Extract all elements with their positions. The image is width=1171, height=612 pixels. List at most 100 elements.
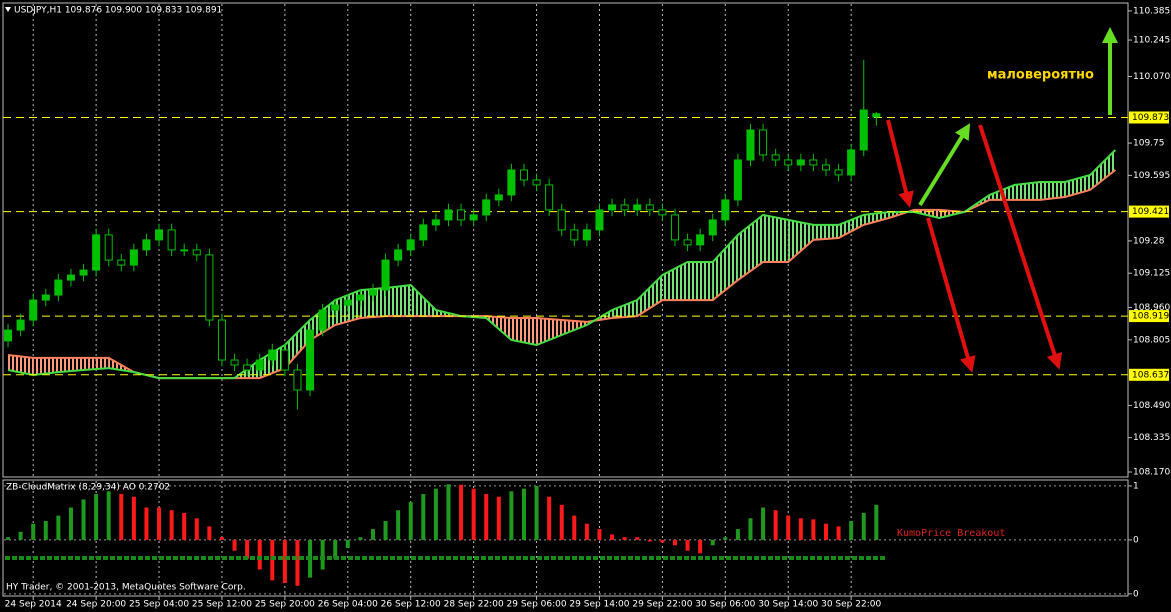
cloud-fill xyxy=(1090,149,1116,190)
y-tick-label: 108.335 xyxy=(1133,433,1170,443)
candle-body xyxy=(155,229,164,241)
level-box xyxy=(1129,310,1169,323)
bar xyxy=(509,491,514,540)
level-label: 108.919 xyxy=(1132,312,1169,322)
bar xyxy=(735,529,740,540)
candle-body xyxy=(847,149,856,176)
cloud-line xyxy=(7,169,1117,380)
bar xyxy=(333,539,338,559)
bar xyxy=(471,488,476,540)
candle-body xyxy=(759,129,768,156)
level-box xyxy=(1129,205,1169,218)
cloud-fill xyxy=(360,287,386,318)
candle-body xyxy=(54,279,63,296)
candle-body xyxy=(406,239,415,251)
y-tick-label: 110.385 xyxy=(1133,6,1170,16)
bar xyxy=(94,494,99,540)
oscillator-title: ZB-CloudMatrix (8,29,34) AO 0.2702 xyxy=(6,483,170,493)
bar xyxy=(547,496,552,540)
x-tick-label: 29 Sep 14:00 xyxy=(569,600,629,610)
cloud-fill xyxy=(763,214,789,262)
level-label: 109.873 xyxy=(1132,113,1169,123)
cloud-fill xyxy=(838,214,864,239)
candle-body xyxy=(809,159,818,166)
candle-body xyxy=(859,109,868,151)
menu-triangle xyxy=(5,7,11,12)
cloud-fill xyxy=(737,214,764,281)
cloud-fill xyxy=(712,234,738,301)
bar xyxy=(169,510,174,540)
y-tick-label: 109.595 xyxy=(1133,171,1170,181)
candle-body xyxy=(394,249,403,261)
x-tick-label: 25 Sep 04:00 xyxy=(129,600,189,610)
candle-body xyxy=(230,359,239,366)
bar xyxy=(748,518,753,540)
bar xyxy=(484,494,489,540)
candle-body xyxy=(142,239,151,251)
cloud-fill xyxy=(536,317,562,346)
x-tick-label: 24 Sep 2014 xyxy=(5,600,62,610)
cloud-fill xyxy=(284,320,311,369)
bar xyxy=(282,539,287,584)
bar xyxy=(584,523,589,540)
candle-body xyxy=(582,229,591,241)
cloud-fill xyxy=(813,224,839,240)
arrow xyxy=(918,123,971,207)
candle-body xyxy=(381,259,390,291)
bar xyxy=(81,499,86,540)
candle-body xyxy=(519,169,528,181)
y-tick-label: 0 xyxy=(1133,535,1139,545)
candle-body xyxy=(255,359,264,371)
candle-body xyxy=(419,224,428,241)
bar xyxy=(144,507,149,540)
cloud-fill xyxy=(1014,182,1040,200)
candle-body xyxy=(368,289,377,296)
candle-body xyxy=(16,319,25,331)
y-tick-label: 108.490 xyxy=(1133,401,1170,411)
candle-body xyxy=(771,154,780,161)
bar xyxy=(496,496,501,540)
bar xyxy=(245,539,250,559)
candle-body xyxy=(708,219,717,236)
x-tick-label: 24 Sep 20:00 xyxy=(66,600,126,610)
candle-body xyxy=(482,199,491,216)
bar xyxy=(698,539,703,554)
bar xyxy=(823,523,828,540)
candle-body xyxy=(356,294,365,301)
candle-body xyxy=(670,214,680,241)
candle-body xyxy=(431,219,440,226)
bar xyxy=(106,491,111,540)
bar xyxy=(861,512,866,540)
x-tick-label: 25 Sep 20:00 xyxy=(255,600,315,610)
bar xyxy=(421,494,426,540)
candle-body xyxy=(444,209,453,221)
cloud-fill xyxy=(612,300,638,318)
candle-body xyxy=(608,204,617,211)
bar xyxy=(408,502,413,540)
bar xyxy=(610,534,615,540)
candle-body xyxy=(318,309,327,331)
bar xyxy=(295,539,300,586)
bar xyxy=(622,537,627,540)
bar xyxy=(257,539,262,570)
bar xyxy=(383,521,388,540)
bar xyxy=(219,537,224,540)
cloud-fill xyxy=(33,357,59,375)
bar xyxy=(761,507,766,540)
x-tick-label: 26 Sep 12:00 xyxy=(381,600,441,610)
y-tick-label: 109.75 xyxy=(1133,139,1165,149)
bar xyxy=(672,539,677,546)
candle-body xyxy=(66,274,75,281)
candle-body xyxy=(721,199,730,221)
cloud-fill xyxy=(58,357,84,373)
candle-body xyxy=(243,364,252,371)
bar xyxy=(798,518,803,540)
candle-body xyxy=(104,234,113,261)
candle-body xyxy=(117,259,126,266)
candle-body xyxy=(192,249,201,256)
bar xyxy=(131,496,136,540)
footer: HY Trader, © 2001-2013, MetaQuotes Softw… xyxy=(6,583,246,593)
candle-body xyxy=(494,194,503,201)
candle-body xyxy=(129,249,138,266)
